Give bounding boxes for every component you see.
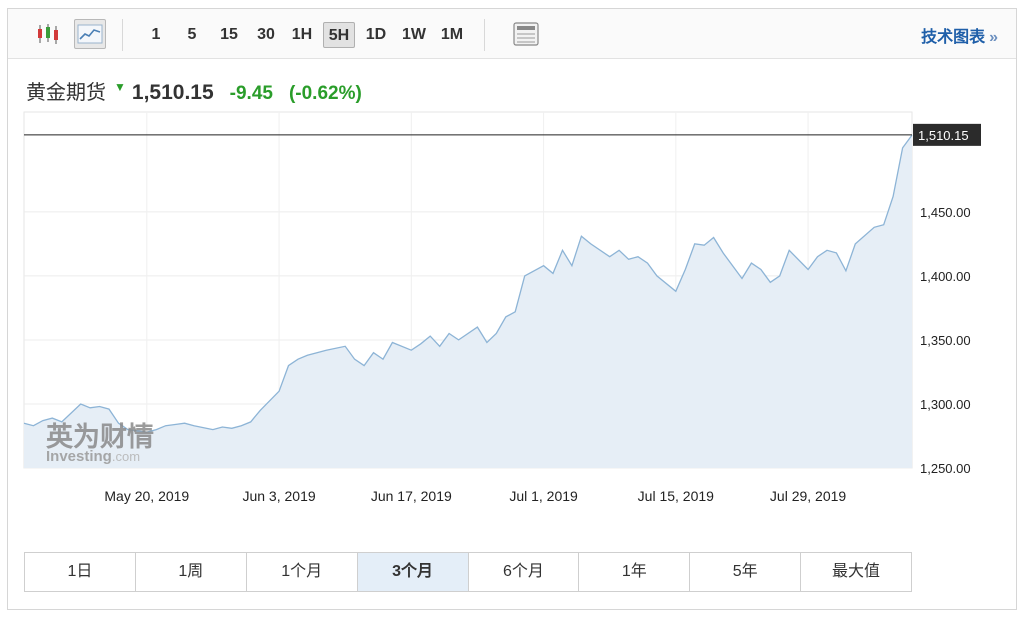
range-1m-button[interactable]: 1个月 [246, 553, 358, 591]
range-5y-button[interactable]: 5年 [690, 553, 802, 591]
last-price-marker [913, 123, 981, 146]
interval-1w[interactable]: 1W [402, 26, 426, 43]
technical-chart-label: 技术图表 [921, 29, 986, 46]
price-line [23, 134, 913, 433]
line-chart-icon[interactable] [74, 19, 106, 49]
x-tick-label: Jul 29, 2019 [770, 488, 846, 504]
x-tick-label: Jul 15, 2019 [638, 488, 714, 504]
last-price-marker-label: 1,510.15 [918, 128, 969, 143]
last-price: 1,510.15 [131, 81, 214, 104]
interval-30[interactable]: 30 [257, 26, 275, 43]
time-range-selector: 1日 1周 1个月 3个月 6个月 1年 5年 最大值 [24, 552, 912, 592]
watermark-cn: 英为财情 [46, 422, 154, 453]
chart-toolbar: 1 5 15 30 1H 5H 1D 1W 1M 技术图表» [8, 9, 1016, 59]
watermark-logo: 英为财情 Investing.com [46, 422, 154, 465]
interval-1m[interactable]: 1M [440, 26, 464, 43]
candlestick-icon[interactable] [32, 19, 64, 49]
range-1y-button[interactable]: 1年 [579, 553, 691, 591]
range-3m-button[interactable]: 3个月 [357, 553, 469, 591]
x-tick-label: Jun 17, 2019 [371, 488, 452, 504]
interval-1h[interactable]: 1H [291, 26, 313, 43]
x-tick-label: Jul 1, 2019 [509, 488, 578, 504]
double-chevron-right-icon: » [989, 29, 998, 46]
watermark-en-suffix: .com [112, 449, 140, 464]
y-tick-label: 1,400.00 [920, 269, 971, 284]
interval-15[interactable]: 15 [220, 26, 238, 43]
technical-chart-link[interactable]: 技术图表» [921, 23, 998, 47]
price-change: -9.45 [229, 83, 273, 104]
watermark-en-main: Investing [46, 448, 112, 465]
down-arrow-icon: ▼ [114, 80, 126, 94]
y-tick-label: 1,250.00 [920, 461, 971, 476]
toolbar-divider [484, 19, 485, 51]
range-max-button[interactable]: 最大值 [801, 553, 911, 591]
range-1w-button[interactable]: 1周 [135, 553, 247, 591]
x-tick-label: Jun 3, 2019 [242, 488, 315, 504]
interval-1d[interactable]: 1D [365, 26, 387, 43]
watermark-en: Investing.com [46, 448, 140, 465]
y-tick-label: 1,300.00 [920, 397, 971, 412]
instrument-name: 黄金期货 [26, 82, 106, 104]
x-tick-label: May 20, 2019 [104, 488, 189, 504]
interval-1[interactable]: 1 [151, 26, 161, 43]
range-6m-button[interactable]: 6个月 [468, 553, 580, 591]
toolbar-divider [122, 19, 123, 51]
interval-5h[interactable]: 5H [323, 22, 355, 48]
price-change-percent: (-0.62%) [288, 83, 362, 104]
quote-header: 黄金期货 ▼ 1,510.15 -9.45 (-0.62%) [26, 76, 362, 106]
layout-icon[interactable] [510, 19, 542, 49]
y-tick-label: 1,350.00 [920, 333, 971, 348]
interval-5[interactable]: 5 [187, 26, 197, 43]
range-1d-button[interactable]: 1日 [25, 553, 136, 591]
price-area-fill [24, 135, 912, 468]
y-tick-label: 1,450.00 [920, 205, 971, 220]
